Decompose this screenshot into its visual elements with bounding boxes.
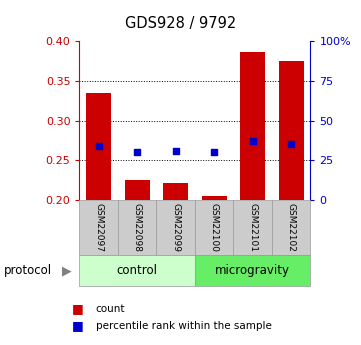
Bar [272, 200, 310, 255]
Bar [156, 200, 195, 255]
Text: GDS928 / 9792: GDS928 / 9792 [125, 16, 236, 30]
Text: percentile rank within the sample: percentile rank within the sample [96, 321, 271, 331]
Bar [195, 200, 234, 255]
Bar [86, 93, 111, 200]
Bar [279, 61, 304, 200]
Bar [118, 200, 156, 255]
Text: GSM22098: GSM22098 [133, 203, 142, 252]
Bar [79, 200, 118, 255]
Bar [240, 52, 265, 200]
Bar [234, 200, 272, 255]
Text: GSM22102: GSM22102 [287, 203, 296, 252]
Point [173, 148, 179, 154]
Bar [202, 196, 227, 200]
Text: GSM22097: GSM22097 [94, 203, 103, 252]
Point [134, 149, 140, 155]
Text: protocol: protocol [4, 264, 52, 277]
Text: microgravity: microgravity [215, 264, 290, 277]
Bar [79, 255, 195, 286]
Text: ▶: ▶ [62, 264, 71, 277]
Text: control: control [117, 264, 158, 277]
Bar [163, 183, 188, 200]
Point [211, 150, 217, 155]
Bar [195, 255, 310, 286]
Text: GSM22100: GSM22100 [210, 203, 219, 252]
Point [288, 141, 294, 147]
Text: count: count [96, 304, 125, 314]
Text: ■: ■ [72, 302, 84, 315]
Point [250, 138, 256, 143]
Text: GSM22099: GSM22099 [171, 203, 180, 252]
Bar [125, 180, 150, 200]
Point [96, 144, 101, 149]
Text: ■: ■ [72, 319, 84, 333]
Text: GSM22101: GSM22101 [248, 203, 257, 252]
